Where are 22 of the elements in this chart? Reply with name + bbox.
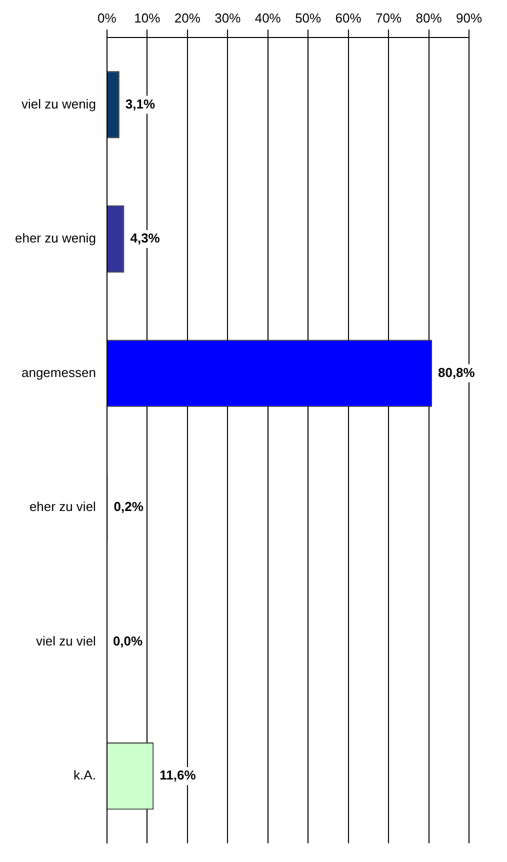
y-tick-label: eher zu wenig [14, 230, 96, 246]
x-tick-label: 30% [214, 10, 242, 26]
y-tick-label: k.A. [74, 768, 96, 783]
x-tick-label: 0% [98, 10, 117, 26]
y-tick-label: angemessen [21, 364, 96, 380]
y-tick-label: viel zu viel [36, 633, 96, 648]
x-tick-label: 70% [376, 10, 402, 26]
y-tick-label: viel zu wenig [22, 96, 96, 112]
data-label: 3,1% [125, 96, 156, 112]
y-tick-label: eher zu viel [29, 499, 96, 514]
x-tick-label: 20% [174, 10, 201, 26]
x-tick-label: 40% [254, 10, 282, 26]
data-label: 11,6% [160, 768, 196, 783]
data-label: 0,2% [114, 499, 144, 514]
x-tick-label: 60% [335, 10, 362, 26]
data-label: 4,3% [130, 230, 160, 246]
data-label: 0,0% [112, 633, 144, 648]
data-label: 80,8% [438, 364, 476, 380]
x-tick-label: 80% [416, 10, 442, 26]
x-tick-label: 50% [295, 10, 322, 26]
x-tick-label: 10% [134, 10, 161, 26]
x-tick-label: 90% [456, 10, 482, 26]
